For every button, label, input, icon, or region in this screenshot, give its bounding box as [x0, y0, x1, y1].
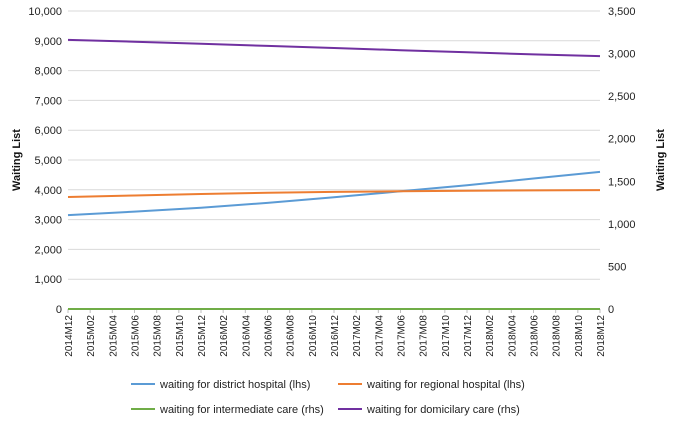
gridlines: [68, 10, 600, 310]
x-tick-label: 2016M06: [264, 315, 275, 357]
x-tick-label: 2015M04: [108, 315, 119, 357]
y-left-tick-label: 5,000: [34, 155, 62, 167]
y-left-tick-label: 0: [56, 304, 62, 316]
x-tick-label: 2017M06: [397, 315, 408, 357]
x-tick-label: 2015M02: [86, 315, 97, 357]
y-left-tick-label: 2,000: [34, 244, 62, 256]
y-left-tick-label: 10,000: [28, 6, 62, 18]
axes: 0 1,000 2,000 3,000 4,000 5,000 6,000 7,000 8,00…: [11, 6, 667, 357]
x-tick-label: 2016M12: [330, 315, 341, 357]
legend-label: waiting for domicilary care (rhs): [366, 404, 520, 416]
x-tick-label: 2018M06: [530, 315, 541, 357]
y-left-tick-label: 8,000: [34, 66, 62, 78]
x-tick-label: 2015M06: [131, 315, 142, 357]
y-right-tick-label: 1,000: [608, 219, 636, 231]
x-tick-label: 2018M08: [552, 315, 563, 357]
legend: waiting for district hospital (lhs) waiti…: [131, 379, 525, 416]
x-tick-label: 2015M08: [153, 315, 164, 357]
y-left-tick-label: 9,000: [34, 36, 62, 48]
legend-label: waiting for intermediate care (rhs): [159, 404, 324, 416]
y-right-tick-label: 2,000: [608, 134, 636, 146]
x-tick-label: 2016M04: [241, 315, 252, 357]
y-right-tick-label: 3,000: [608, 49, 636, 61]
legend-label: waiting for district hospital (lhs): [159, 379, 310, 391]
x-tick-label: 2016M08: [286, 315, 297, 357]
x-tick-label: 2018M10: [574, 315, 585, 357]
y-right-tick-label: 2,500: [608, 91, 636, 103]
y-left-tick-label: 4,000: [34, 185, 62, 197]
x-tick-label: 2014M12: [64, 315, 75, 357]
y-right-tick-label: 500: [608, 261, 626, 273]
x-tick-label: 2017M04: [374, 315, 385, 357]
y-left-tick-label: 1,000: [34, 274, 62, 286]
x-tick-label: 2016M10: [308, 315, 319, 357]
x-tick-label: 2018M02: [485, 315, 496, 357]
series-lines: [67, 38, 601, 310]
y-right-axis-title: Waiting List: [655, 129, 667, 191]
x-tick-label: 2017M08: [419, 315, 430, 357]
y-left-axis-title: Waiting List: [11, 129, 23, 191]
x-tick-label: 2015M10: [175, 315, 186, 357]
y-right-tick-label: 1,500: [608, 176, 636, 188]
x-tick-label: 2017M12: [463, 315, 474, 357]
y-left-tick-label: 3,000: [34, 215, 62, 227]
x-tick-label: 2015M12: [197, 315, 208, 357]
x-tick-label: 2018M04: [507, 315, 518, 357]
y-left-tick-label: 6,000: [34, 125, 62, 137]
y-right-tick-label: 3,500: [608, 6, 636, 18]
y-right-tick-label: 0: [608, 304, 614, 316]
x-tick-label: 2018M12: [596, 315, 607, 357]
series-line: [67, 189, 601, 198]
x-tick-label: 2017M02: [352, 315, 363, 357]
x-tick-label: 2016M02: [219, 315, 230, 357]
series-line: [67, 170, 601, 217]
y-left-tick-label: 7,000: [34, 95, 62, 107]
series-line: [67, 38, 601, 58]
legend-label: waiting for regional hospital (lhs): [366, 379, 525, 391]
x-tick-label: 2017M10: [441, 315, 452, 357]
